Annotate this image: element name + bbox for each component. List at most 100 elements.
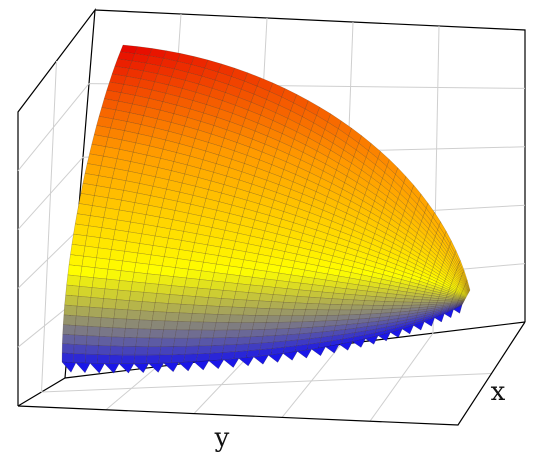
surface-patch (117, 280, 133, 292)
surface-patch (120, 260, 137, 273)
surface-patch (122, 346, 137, 356)
surface-edge-tooth (163, 362, 180, 373)
surface-patch (350, 304, 364, 311)
surface-patch (411, 301, 422, 306)
surface-patch (89, 297, 104, 309)
surface-patch (109, 249, 125, 262)
surface-patch (248, 284, 264, 294)
surface-patch (158, 354, 173, 364)
surface-patch (148, 254, 165, 267)
surface-patch (288, 321, 303, 329)
surface-edge-tooth (238, 356, 255, 367)
surface-edge-tooth (351, 338, 366, 348)
surface-patch (109, 354, 123, 364)
surface-patch (107, 259, 124, 271)
surface-patch (140, 301, 156, 312)
surface-patch (76, 295, 92, 308)
surface-edge-tooth (223, 358, 240, 368)
surface-patch (126, 309, 142, 321)
surface-patch (61, 352, 75, 363)
surface-edge-tooth (310, 346, 326, 357)
surface-patch (93, 267, 109, 280)
surface-patch (211, 337, 227, 346)
surface-patch (364, 295, 377, 302)
surface-patch (256, 300, 272, 309)
surface-patch (83, 245, 99, 259)
surface-patch (214, 322, 230, 331)
back-wall-edges (94, 9, 526, 322)
surface-patch (198, 337, 214, 347)
surface-patch (125, 318, 140, 330)
surface-patch (110, 336, 125, 347)
surface-patch (133, 354, 148, 364)
surface-patch (222, 281, 239, 292)
surface-patch (134, 346, 149, 356)
surface-edge-tooth (148, 362, 165, 373)
surface-patch (403, 298, 414, 303)
surface-patch (201, 321, 217, 331)
surface-patch (209, 344, 225, 354)
surface-patch (109, 345, 124, 356)
surface-patch (96, 247, 112, 260)
surface-patch (374, 296, 387, 302)
surface-patch (318, 297, 333, 305)
surface-patch (221, 290, 237, 300)
surface-patch (331, 292, 345, 300)
surface-patch (234, 343, 250, 352)
surface-patch (112, 318, 127, 329)
surface-patch (99, 317, 115, 328)
surface-patch (267, 308, 283, 316)
surface-patch (248, 335, 264, 345)
surface-patch (160, 337, 176, 347)
surface-patch (88, 306, 103, 318)
surface-patch (172, 346, 187, 355)
surface-patch (285, 288, 300, 297)
surface-patch (79, 276, 94, 288)
surface-patch (94, 257, 110, 270)
surface-patch (114, 299, 130, 311)
surface-edge-tooth (443, 308, 454, 319)
surface-patch (75, 315, 89, 327)
surface-patch (154, 293, 171, 304)
surface-edge-tooth (282, 351, 298, 361)
surface-patch (67, 264, 83, 277)
surface-patch (190, 313, 206, 323)
surface-patch (146, 346, 162, 356)
surface-patch (167, 294, 184, 305)
surface-patch (302, 315, 317, 323)
surface-edge-tooth (412, 321, 425, 331)
surface-patch (303, 309, 318, 316)
surface-patch (241, 314, 256, 323)
surface-patch (328, 304, 342, 311)
surface-patch (233, 291, 249, 301)
surface-patch (244, 299, 260, 309)
surface-patch (186, 268, 202, 280)
surface-patch (175, 258, 191, 270)
surface-patch (166, 303, 182, 314)
left-wall-gridline (41, 60, 57, 393)
surface-patch (163, 320, 179, 331)
surface-patch (281, 301, 296, 310)
surface-patch (420, 299, 431, 303)
surface-edge-tooth (208, 359, 225, 370)
surface-patch (97, 237, 114, 250)
surface-patch (139, 310, 154, 321)
surface-edge-tooth (423, 317, 436, 327)
surface-patch (84, 235, 101, 249)
floor-gridline (41, 373, 492, 393)
surface-patch (75, 305, 90, 318)
surface-edge-tooth (377, 332, 391, 342)
surface-patch (211, 272, 228, 283)
surface-patch (153, 302, 169, 313)
surface-patch (173, 267, 189, 279)
surface-patch (135, 252, 152, 265)
surface-patch (255, 307, 271, 316)
surface-patch (393, 297, 406, 303)
surface-patch (111, 239, 127, 252)
surface-patch (127, 300, 143, 311)
surface-patch (203, 313, 219, 323)
surface-patch (145, 354, 161, 364)
surface-patch (339, 304, 353, 311)
surface-edge-tooth (296, 348, 313, 359)
